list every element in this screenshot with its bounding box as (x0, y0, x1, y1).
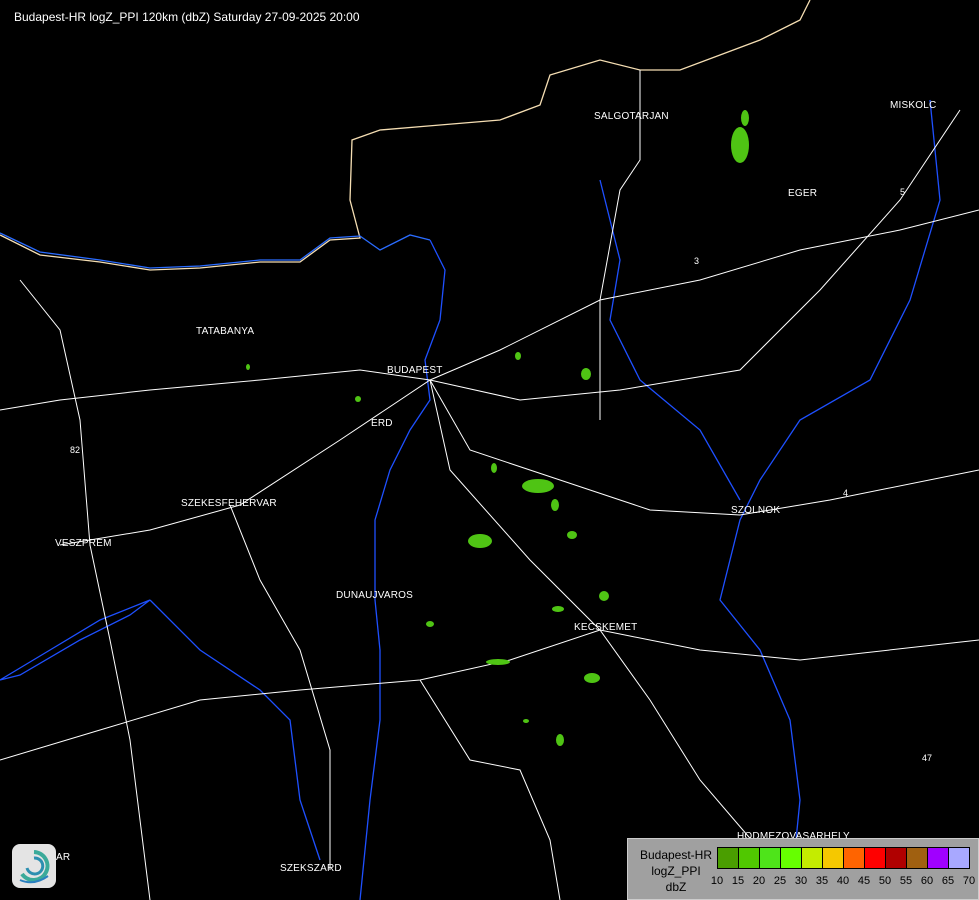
road (19, 279, 151, 900)
zagyva-river (599, 179, 741, 501)
city-label: SALGOTARJAN (594, 111, 669, 122)
echo (523, 719, 529, 723)
road-number: 5 (900, 187, 906, 197)
danube-river (359, 239, 446, 900)
road (59, 379, 431, 546)
road (429, 379, 979, 516)
road (429, 109, 961, 401)
country-border (0, 0, 811, 271)
echo (491, 463, 497, 473)
legend-tick: 60 (920, 875, 934, 887)
echo (426, 621, 434, 627)
tisza-river (719, 99, 941, 900)
city-label: KECSKEMET (574, 622, 638, 633)
legend-tick: 50 (878, 875, 892, 887)
radar-echoes (246, 110, 749, 746)
echo (741, 110, 749, 126)
city-label: EGER (788, 188, 818, 199)
road-number: 47 (922, 753, 933, 763)
map-title: Budapest-HR logZ_PPI 120km (dbZ) Saturda… (14, 10, 360, 24)
road (599, 70, 641, 420)
city-label: BUDAPEST (387, 365, 443, 376)
echo (552, 606, 564, 612)
legend-swatch (844, 848, 865, 868)
echo (468, 534, 492, 548)
city-label: DUNAUJVAROS (336, 590, 414, 601)
legend-tick: 45 (857, 875, 871, 887)
city-label: AR (56, 852, 71, 863)
road (0, 629, 601, 761)
road-number: 3 (694, 256, 700, 266)
city-label: ERD (371, 418, 393, 429)
road (599, 629, 979, 661)
border-blue (0, 232, 431, 269)
echo (246, 364, 250, 370)
color-legend: Budapest-HR logZ_PPI dbZ 10 15 20 25 30 35 40 4… (627, 838, 979, 900)
road (429, 379, 761, 851)
echo (515, 352, 521, 360)
echo (486, 659, 510, 665)
echo (731, 127, 749, 163)
legend-ticks: 10 15 20 25 30 35 40 45 50 55 60 65 70 (710, 875, 979, 891)
legend-tick: 70 (962, 875, 976, 887)
legend-tick: 40 (836, 875, 850, 887)
echo (599, 591, 609, 601)
legend-tick: 20 (752, 875, 766, 887)
logo-icon (12, 844, 56, 888)
echo (551, 499, 559, 511)
legend-tick: 25 (773, 875, 787, 887)
echo (584, 673, 600, 683)
balaton-lake (0, 599, 151, 681)
legend-radar-name: Budapest-HR (639, 848, 713, 862)
road-number: 4 (843, 488, 849, 498)
legend-swatch (949, 848, 969, 868)
legend-swatch (781, 848, 802, 868)
echo (556, 734, 564, 746)
road-number: 82 (70, 445, 81, 455)
city-label: SZOLNOK (731, 505, 781, 516)
legend-tick: 10 (710, 875, 724, 887)
legend-swatch (823, 848, 844, 868)
echo (522, 479, 554, 493)
echo (581, 368, 591, 380)
city-label: TATABANYA (196, 326, 255, 337)
legend-tick: 35 (815, 875, 829, 887)
legend-swatch (907, 848, 928, 868)
road (419, 679, 561, 900)
legend-swatch (886, 848, 907, 868)
echo (567, 531, 577, 539)
legend-tick: 55 (899, 875, 913, 887)
legend-color-bar (717, 847, 970, 869)
road (229, 504, 331, 870)
city-label: MISKOLC (890, 100, 937, 111)
road (429, 209, 979, 381)
legend-swatch (928, 848, 949, 868)
legend-swatch (865, 848, 886, 868)
legend-swatch (739, 848, 760, 868)
city-label: HODMEZOVASARHELY (737, 831, 850, 842)
legend-swatch (802, 848, 823, 868)
legend-product: logZ_PPI (651, 864, 701, 878)
legend-title: Budapest-HR logZ_PPI dbZ (632, 847, 720, 895)
road (0, 369, 431, 411)
legend-tick: 15 (731, 875, 745, 887)
sio-river (149, 599, 321, 861)
legend-tick: 65 (941, 875, 955, 887)
legend-unit: dbZ (665, 880, 687, 894)
legend-tick: 30 (794, 875, 808, 887)
echo (355, 396, 361, 402)
legend-swatch (718, 848, 739, 868)
city-label: SZEKESFEHERVAR (181, 498, 277, 509)
legend-swatch (760, 848, 781, 868)
city-label: SZEKSZARD (280, 863, 342, 874)
city-label: VESZPREM (55, 538, 112, 549)
